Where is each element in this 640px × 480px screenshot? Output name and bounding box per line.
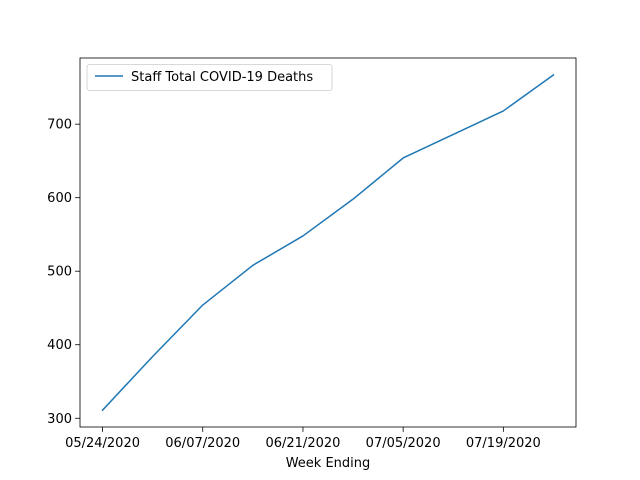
x-tick-label: 06/07/2020 [165,436,240,451]
y-tick-label: 600 [47,191,72,206]
y-tick-label: 500 [47,265,72,280]
y-tick-label: 300 [47,412,72,427]
x-axis-label: Week Ending [286,456,371,471]
legend-box [86,64,333,91]
x-axis: 05/24/2020 06/07/2020 06/21/2020 07/05/2020… [65,427,541,451]
y-axis: 300 400 500 600 700 [47,118,80,427]
series-line-staff-total-covid-19-deaths [101,73,555,412]
axes-frame [79,57,577,428]
x-tick-label: 07/19/2020 [466,436,541,451]
x-tick-label: 06/21/2020 [265,436,340,451]
x-tick-label: 07/05/2020 [366,436,441,451]
legend-label: Staff Total COVID-19 Deaths [131,70,313,85]
legend: Staff Total COVID-19 Deaths [86,64,333,91]
plot-area [80,58,576,427]
y-tick-label: 400 [47,338,72,353]
y-tick-label: 700 [47,118,72,133]
x-tick-label: 05/24/2020 [65,436,140,451]
